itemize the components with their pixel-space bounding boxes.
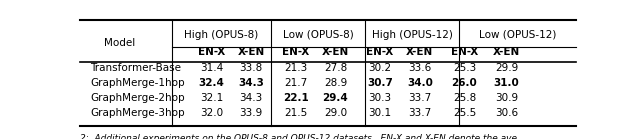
- Text: 25.3: 25.3: [452, 63, 476, 73]
- Text: GraphMerge-3hop: GraphMerge-3hop: [90, 108, 184, 118]
- Text: 34.3: 34.3: [239, 93, 263, 103]
- Text: 31.0: 31.0: [493, 78, 520, 88]
- Text: EN-X: EN-X: [451, 47, 478, 57]
- Text: X-EN: X-EN: [237, 47, 265, 57]
- Text: 26.0: 26.0: [452, 78, 477, 88]
- Text: X-EN: X-EN: [322, 47, 349, 57]
- Text: 34.0: 34.0: [407, 78, 433, 88]
- Text: Low (OPUS-12): Low (OPUS-12): [479, 30, 556, 40]
- Text: 30.6: 30.6: [495, 108, 518, 118]
- Text: 31.4: 31.4: [200, 63, 223, 73]
- Text: 28.9: 28.9: [324, 78, 347, 88]
- Text: 33.7: 33.7: [408, 93, 431, 103]
- Text: 30.2: 30.2: [369, 63, 392, 73]
- Text: EN-X: EN-X: [282, 47, 309, 57]
- Text: X-EN: X-EN: [493, 47, 520, 57]
- Text: 21.5: 21.5: [284, 108, 307, 118]
- Text: X-EN: X-EN: [406, 47, 433, 57]
- Text: 2:  Additional experiments on the OPUS-8 and OPUS-12 datasets.  EN-X and X-EN de: 2: Additional experiments on the OPUS-8 …: [80, 134, 517, 139]
- Text: High (OPUS-8): High (OPUS-8): [184, 30, 259, 40]
- Text: 33.8: 33.8: [239, 63, 263, 73]
- Text: EN-X: EN-X: [198, 47, 225, 57]
- Text: 30.3: 30.3: [369, 93, 392, 103]
- Text: Low (OPUS-8): Low (OPUS-8): [283, 30, 353, 40]
- Text: 30.9: 30.9: [495, 93, 518, 103]
- Text: 29.9: 29.9: [495, 63, 518, 73]
- Text: 27.8: 27.8: [324, 63, 347, 73]
- Text: 32.4: 32.4: [198, 78, 225, 88]
- Text: 32.0: 32.0: [200, 108, 223, 118]
- Text: Model: Model: [104, 39, 135, 48]
- Text: 30.7: 30.7: [367, 78, 393, 88]
- Text: 22.1: 22.1: [283, 93, 308, 103]
- Text: Transformer-Base: Transformer-Base: [90, 63, 181, 73]
- Text: 25.8: 25.8: [452, 93, 476, 103]
- Text: 29.4: 29.4: [323, 93, 348, 103]
- Text: High (OPUS-12): High (OPUS-12): [372, 30, 452, 40]
- Text: 29.0: 29.0: [324, 108, 347, 118]
- Text: 25.5: 25.5: [452, 108, 476, 118]
- Text: 34.3: 34.3: [238, 78, 264, 88]
- Text: 21.7: 21.7: [284, 78, 307, 88]
- Text: 33.7: 33.7: [408, 108, 431, 118]
- Text: 33.6: 33.6: [408, 63, 431, 73]
- Text: GraphMerge-2hop: GraphMerge-2hop: [90, 93, 184, 103]
- Text: GraphMerge-1hop: GraphMerge-1hop: [90, 78, 184, 88]
- Text: 32.1: 32.1: [200, 93, 223, 103]
- Text: 21.3: 21.3: [284, 63, 307, 73]
- Text: 30.1: 30.1: [369, 108, 392, 118]
- Text: EN-X: EN-X: [367, 47, 394, 57]
- Text: 33.9: 33.9: [239, 108, 263, 118]
